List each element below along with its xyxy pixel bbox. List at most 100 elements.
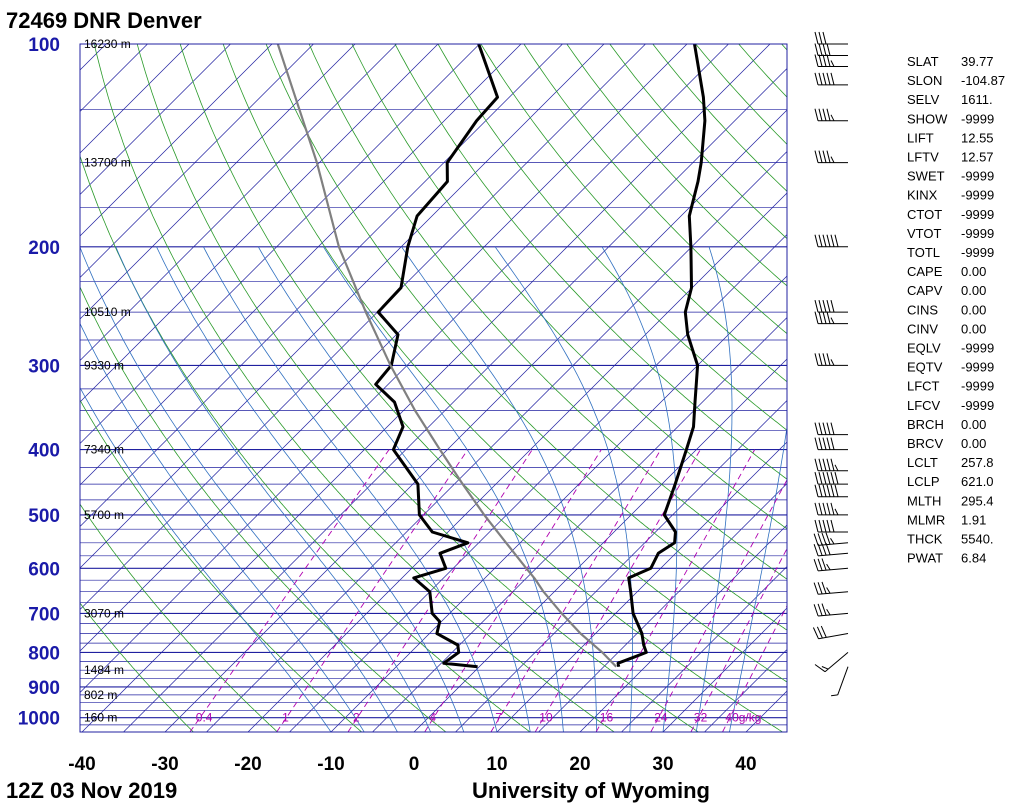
pressure-label: 700 xyxy=(28,604,60,625)
wind-barb-flag xyxy=(830,422,835,435)
parcel-profile-line xyxy=(276,44,617,668)
index-name: TOTL xyxy=(907,245,940,260)
wind-barb-flag xyxy=(821,581,827,594)
index-value: 0.00 xyxy=(961,302,986,317)
wind-barb-flag xyxy=(822,471,827,485)
wind-barb-flag xyxy=(814,54,819,67)
index-name: BRCV xyxy=(907,436,943,451)
index-name: LFCT xyxy=(907,379,940,394)
height-label: 1484 m xyxy=(84,663,124,677)
dry-adiabat-line xyxy=(93,44,615,732)
wind-barb-flag xyxy=(822,299,827,313)
isotherm-line xyxy=(164,109,787,732)
temperature-tick-label: 10 xyxy=(486,754,507,775)
wind-barb-flag xyxy=(826,150,831,163)
wind-barb-flag xyxy=(822,150,827,163)
wind-barb-flag xyxy=(825,532,831,545)
wind-barb-flag xyxy=(822,234,827,247)
wind-barb-flag xyxy=(826,72,831,86)
index-value: -9999 xyxy=(961,245,994,260)
mixing-ratio-line xyxy=(276,449,469,732)
dry-adiabat-line xyxy=(80,602,194,732)
wind-barb-flag xyxy=(830,299,835,313)
wind-barb-staff xyxy=(818,591,849,595)
dry-adiabat-line xyxy=(523,44,787,335)
wind-barb-flag xyxy=(818,353,823,366)
wind-barb xyxy=(831,666,849,697)
isotherm-line xyxy=(579,524,787,732)
isotherm-line xyxy=(0,44,23,732)
wind-barb-flag xyxy=(830,471,835,485)
mixing-ratio-line xyxy=(722,604,787,732)
height-label: 16230 m xyxy=(84,37,131,51)
wind-barb-flag xyxy=(813,604,819,617)
wind-barb-flag xyxy=(818,502,823,516)
wind-barb-flag xyxy=(821,532,827,545)
wind-barb-flag xyxy=(822,31,827,45)
index-value: 1.91 xyxy=(961,512,986,527)
wind-barb-flag xyxy=(822,437,827,450)
index-name: THCK xyxy=(907,532,943,547)
wind-barb-flag xyxy=(821,666,829,670)
temperature-tick-label: 0 xyxy=(409,754,420,775)
wind-barb-flag xyxy=(826,108,831,121)
temperature-tick-label: -10 xyxy=(317,754,344,775)
dry-adiabat-line xyxy=(351,44,787,530)
height-label: 802 m xyxy=(84,688,117,702)
mixing-ratio-line xyxy=(490,449,662,732)
wind-barb-flag xyxy=(813,544,819,557)
wind-barb-staff xyxy=(818,567,849,572)
pressure-label: 400 xyxy=(28,441,60,462)
index-value: -9999 xyxy=(961,188,994,203)
wind-barb xyxy=(814,353,848,366)
pressure-label: 500 xyxy=(28,506,60,527)
isotherm-line xyxy=(372,317,787,732)
pressure-label: 100 xyxy=(28,35,60,56)
temperature-tick-label: 20 xyxy=(569,754,590,775)
isotherm-line xyxy=(662,607,787,732)
dry-adiabat-line xyxy=(222,44,787,683)
wind-barb-flag xyxy=(830,519,835,533)
wind-barb-flag xyxy=(813,533,819,546)
wind-barb-staff xyxy=(818,633,849,640)
index-name: EQTV xyxy=(907,360,943,375)
wind-barb-flag xyxy=(814,422,819,435)
height-label: 5700 m xyxy=(84,508,124,522)
index-value: 12.57 xyxy=(961,150,994,165)
isotherm-line xyxy=(0,44,65,732)
isotherm-line xyxy=(80,44,356,320)
wind-barb-flag xyxy=(814,519,819,533)
wind-barb-flag xyxy=(812,627,819,640)
index-value: 12.55 xyxy=(961,130,994,145)
wind-barb-flag xyxy=(826,587,831,594)
wind-barb-flag xyxy=(822,458,827,471)
isotherm-line xyxy=(289,234,787,732)
wind-barb-flag xyxy=(830,484,835,497)
isotherm-line xyxy=(455,400,787,732)
isotherm-line xyxy=(496,441,787,732)
wind-barb-flag xyxy=(834,508,839,516)
index-value: 257.8 xyxy=(961,455,994,470)
wind-barb xyxy=(813,603,849,617)
wind-barb xyxy=(813,532,849,546)
isotherm-line xyxy=(80,44,522,486)
mixing-ratio-label: 40g/kg xyxy=(725,711,761,725)
dry-adiabat-line xyxy=(80,503,278,732)
sounding-indices-table: SLAT 39.77 SLON -104.87 SELV 1611. SHOW -9999 LI… xyxy=(907,54,1005,566)
temperature-tick-label: -30 xyxy=(151,754,178,775)
wind-barb-flag xyxy=(818,299,823,313)
wind-barb-flag xyxy=(830,114,835,122)
isotherm-line xyxy=(80,44,439,403)
index-name: CINV xyxy=(907,321,938,336)
wind-barb-flag xyxy=(831,694,838,697)
wind-barb-flag xyxy=(818,422,823,435)
wind-barb-flag xyxy=(814,299,819,313)
axis-labels: 0.4 1 2 4 7 10 16 24 32 40g/kg1002003004005006007… xyxy=(18,35,762,775)
isotherm-line xyxy=(80,44,231,195)
dewpoint-profile-line xyxy=(374,44,499,669)
height-label: 7340 m xyxy=(84,443,124,457)
isotherm-line xyxy=(80,44,563,527)
mixing-ratio-line xyxy=(424,449,602,732)
index-name: LFCV xyxy=(907,398,941,413)
index-value: -9999 xyxy=(961,226,994,241)
